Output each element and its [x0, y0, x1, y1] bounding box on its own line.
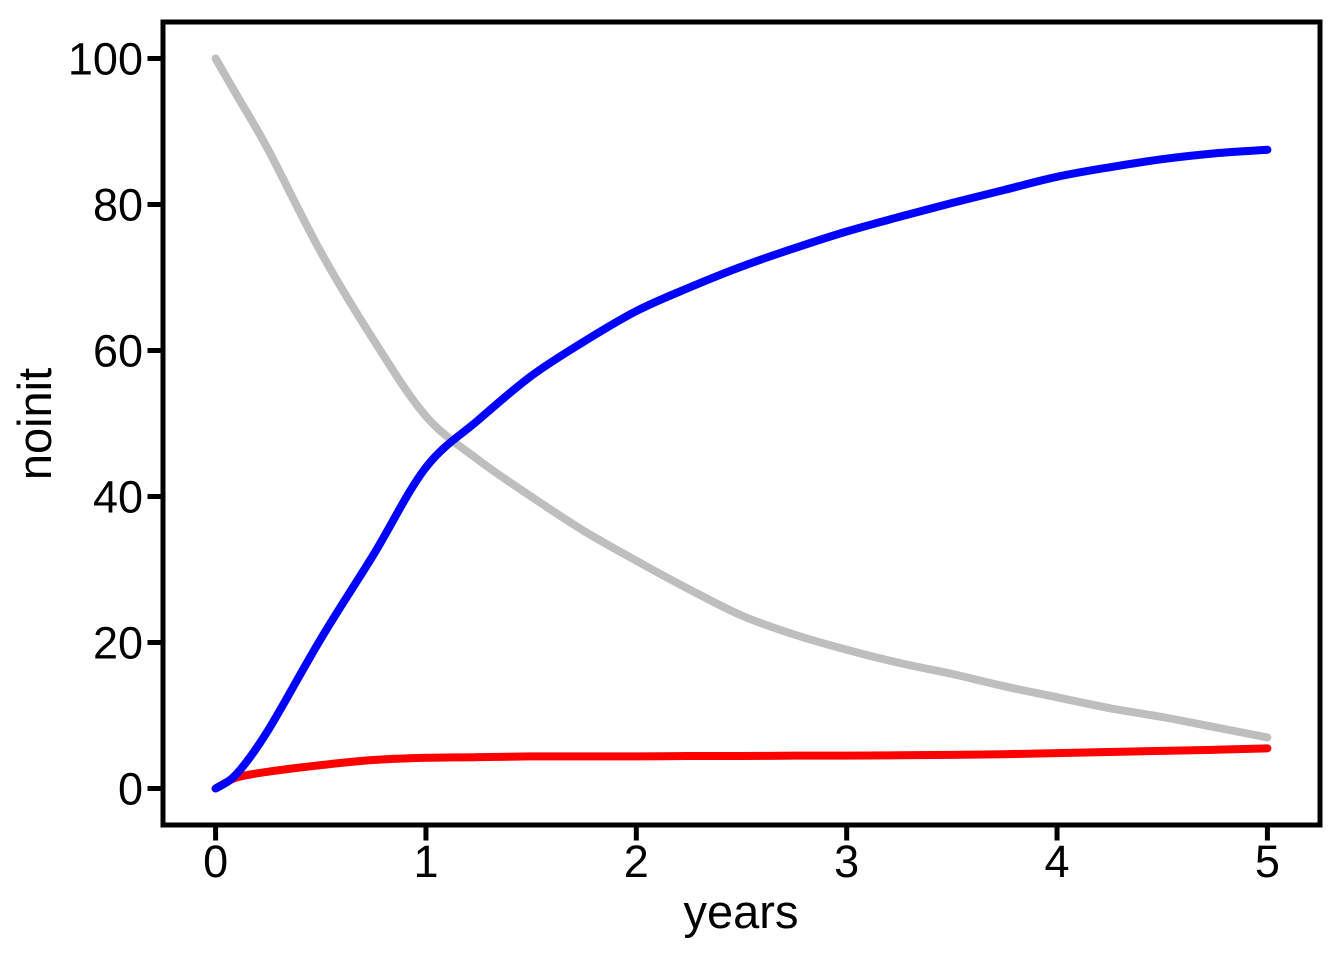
y-tick-label: 100 [68, 34, 143, 85]
y-tick-label: 60 [93, 326, 143, 377]
x-tick-label: 5 [1255, 836, 1280, 887]
x-tick-label: 1 [413, 836, 438, 887]
x-tick-label: 0 [203, 836, 228, 887]
x-tick-label: 2 [624, 836, 649, 887]
gray-declining-curve [211, 54, 1272, 742]
y-tick-label: 0 [118, 764, 143, 815]
blue-rising-curve [211, 145, 1272, 793]
x-axis-title: years [684, 885, 799, 938]
y-axis-title: noinit [8, 368, 61, 480]
x-tick-label: 3 [834, 836, 859, 887]
axis-tick-labels: 0 1 2 3 4 5 0 20 40 60 80 100 [68, 34, 1280, 888]
axis-ticks [147, 56, 1270, 841]
x-tick-label: 4 [1045, 836, 1070, 887]
plot-box [160, 19, 1323, 828]
y-tick-label: 80 [93, 180, 143, 231]
red-flat-curve [211, 744, 1272, 793]
y-tick-label: 20 [93, 618, 143, 669]
data-series [211, 54, 1272, 793]
y-tick-label: 40 [93, 472, 143, 523]
